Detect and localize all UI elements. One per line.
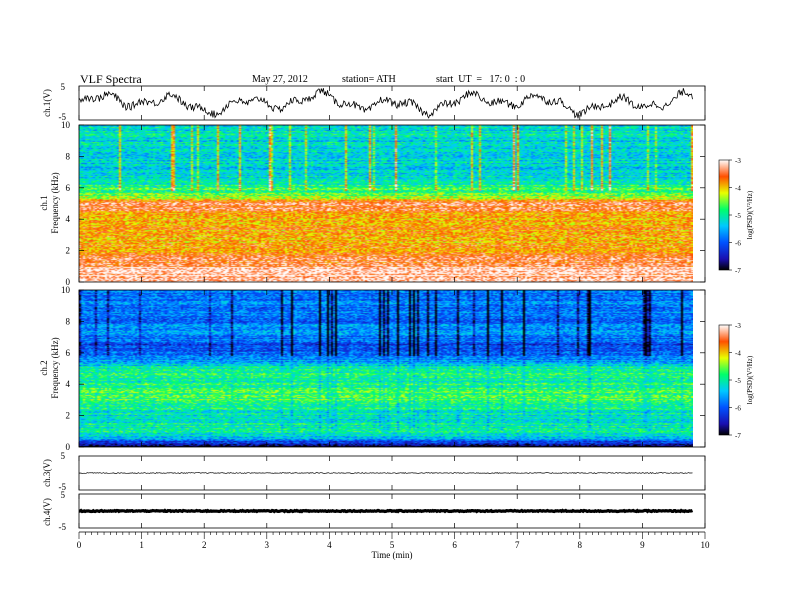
colorbar-ch2-tick-label: -5 bbox=[735, 377, 741, 385]
x-tick-label: 10 bbox=[701, 540, 711, 550]
ch1-trace bbox=[78, 88, 693, 119]
colorbar-ch2-tick-label: -3 bbox=[735, 322, 741, 330]
spec2-ytick-label: 0 bbox=[66, 442, 71, 452]
colorbar-ch2-tick-label: -6 bbox=[735, 405, 741, 413]
spec1-ytick-label: 10 bbox=[61, 120, 71, 130]
minute-ticks bbox=[78, 86, 706, 528]
ch4-ylabel: ch.4(V) bbox=[42, 498, 52, 526]
x-tick-label: 8 bbox=[578, 540, 583, 550]
spec1-ylabel: Frequency (kHz) bbox=[50, 172, 60, 233]
ch3-panel: 5 -5 ch.3(V) bbox=[42, 451, 706, 492]
spec2-ylabel-top: ch.2 bbox=[39, 360, 49, 375]
colorbar-ch2: -3 -4 -5 -6 -7 log(PSD)(V²/Hz) bbox=[718, 322, 754, 440]
spec2-ytick-label: 8 bbox=[66, 316, 71, 326]
x-tick-label: 3 bbox=[265, 540, 270, 550]
ch4-trace bbox=[78, 508, 694, 514]
ch1-ylabel: ch.1(V) bbox=[42, 89, 52, 117]
ch1-tick-bottom: -5 bbox=[59, 112, 67, 122]
spectrogram-ch1-image bbox=[79, 125, 693, 282]
colorbar-ch1-tick-label: -5 bbox=[735, 212, 741, 220]
spec1-ytick-label: 0 bbox=[66, 277, 71, 287]
spec2-ylabel: Frequency (kHz) bbox=[50, 337, 60, 398]
spec1-ylabel-top: ch.1 bbox=[39, 195, 49, 210]
spectrogram-ch1: 10 8 6 4 2 0 ch.1 Frequency (kHz) bbox=[39, 120, 706, 287]
spec2-ytick-label: 4 bbox=[66, 379, 71, 389]
chart-title: VLF Spectra bbox=[80, 72, 142, 86]
colorbar-ch1-tick-label: -4 bbox=[735, 185, 741, 193]
colorbar-ch2-label: log(PSD)(V²/Hz) bbox=[746, 355, 754, 404]
spec1-ytick-label: 8 bbox=[66, 151, 71, 161]
colorbar-ch2-tick-label: -7 bbox=[735, 432, 741, 440]
colorbar-ch1: -3 -4 -5 -6 -7 log(PSD)(V²/Hz) bbox=[718, 157, 754, 275]
ch3-trace bbox=[78, 472, 693, 474]
x-tick-label: 9 bbox=[640, 540, 645, 550]
spec2-ytick-label: 6 bbox=[66, 348, 71, 358]
colorbar-ch1-label: log(PSD)(V²/Hz) bbox=[746, 190, 754, 239]
colorbar-ch1-tick-label: -6 bbox=[735, 240, 741, 248]
colorbar-ch2-tick-label: -4 bbox=[735, 350, 741, 358]
ch4-tick-top: 5 bbox=[61, 490, 66, 500]
spec2-ytick-label: 2 bbox=[66, 411, 71, 421]
spec1-ytick-label: 4 bbox=[66, 214, 71, 224]
x-tick-label: 7 bbox=[515, 540, 520, 550]
x-tick-label: 0 bbox=[77, 540, 82, 550]
x-axis: 0 1 2 3 4 5 6 7 8 9 10 bbox=[77, 531, 711, 550]
ch4-panel: 5 -5 ch.4(V) bbox=[42, 490, 706, 532]
spectrogram-ch2: 10 8 6 4 2 0 ch.2 Frequency (kHz) bbox=[39, 285, 706, 452]
ch3-ylabel: ch.3(V) bbox=[42, 459, 52, 487]
spectrogram-ch2-image bbox=[79, 290, 693, 447]
colorbar-ch1-tick-label: -3 bbox=[735, 157, 741, 165]
x-tick-label: 1 bbox=[139, 540, 144, 550]
colorbar-ch1-tick-label: -7 bbox=[735, 267, 741, 275]
x-tick-label: 4 bbox=[327, 540, 332, 550]
ch1-tick-top: 5 bbox=[61, 82, 66, 92]
spec1-ytick-label: 6 bbox=[66, 183, 71, 193]
x-tick-label: 2 bbox=[202, 540, 207, 550]
station-label: station= ATH bbox=[342, 74, 396, 85]
ch3-tick-bottom: -5 bbox=[59, 482, 67, 492]
date-label: May 27, 2012 bbox=[252, 74, 308, 85]
x-tick-label: 5 bbox=[390, 540, 395, 550]
spec1-ytick-label: 2 bbox=[66, 246, 71, 256]
x-tick-label: 6 bbox=[452, 540, 457, 550]
start-time-label: start UT = 17: 0 : 0 bbox=[436, 74, 526, 85]
ch4-tick-bottom: -5 bbox=[59, 522, 67, 532]
x-axis-label: Time (min) bbox=[372, 550, 413, 560]
spec2-ytick-label: 10 bbox=[61, 285, 71, 295]
ch3-tick-top: 5 bbox=[61, 451, 66, 461]
